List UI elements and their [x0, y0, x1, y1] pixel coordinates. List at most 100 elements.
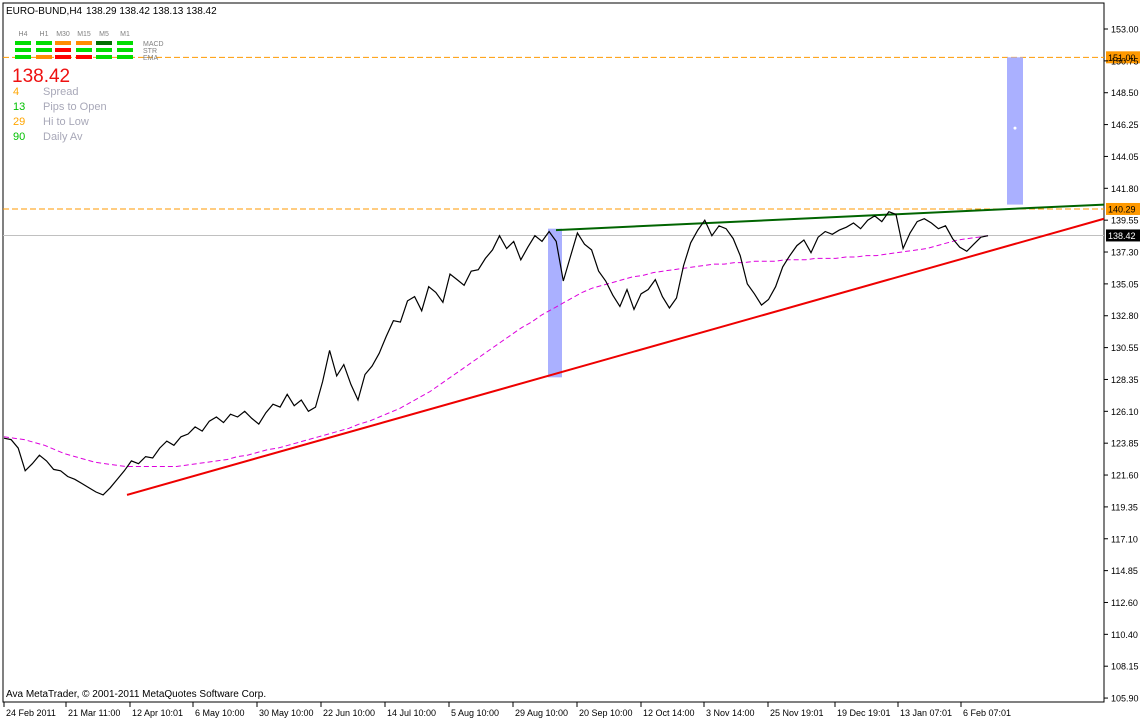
timeframe-label: M1 — [120, 31, 130, 38]
y-tick-label: 114.85 — [1111, 566, 1138, 576]
signal-cell — [36, 41, 52, 45]
signal-cell — [117, 48, 133, 52]
signal-cell — [96, 48, 112, 52]
measure-midpoint — [1013, 126, 1017, 130]
signal-cell — [117, 55, 133, 59]
plot-frame — [2, 2, 1105, 703]
stat-label: Pips to Open — [43, 101, 107, 113]
signal-cell — [76, 41, 92, 45]
measure-layer — [548, 57, 1023, 378]
y-tick-label: 110.40 — [1111, 630, 1138, 640]
series-layer — [3, 210, 989, 496]
signal-cell — [55, 48, 71, 52]
y-tick-label: 146.25 — [1111, 120, 1139, 130]
x-tick-label: 13 Jan 07:01 — [900, 708, 952, 718]
chart-symbol: EURO-BUND,H4 — [6, 6, 83, 17]
y-tick-label: 148.50 — [1111, 88, 1139, 98]
level-tag — [1106, 51, 1140, 64]
current-price-tag-label: 138.42 — [1108, 231, 1136, 241]
stat-value: 29 — [13, 116, 25, 128]
signal-cell — [76, 48, 92, 52]
x-tick-label: 24 Feb 2011 — [6, 708, 56, 718]
signal-cell — [15, 41, 31, 45]
moving-average-line — [3, 235, 989, 467]
level-layer: 151.00 140.29 138.42 — [3, 51, 1140, 242]
y-tick-label: 105.90 — [1111, 694, 1139, 704]
signal-cell — [96, 55, 112, 59]
y-tick-label: 128.35 — [1111, 375, 1139, 385]
stat-value: 4 — [13, 86, 19, 98]
stat-label: Hi to Low — [43, 116, 89, 128]
measure-bar-target — [1007, 57, 1023, 205]
y-tick-label: 141.80 — [1111, 184, 1139, 194]
copyright-text: Ava MetaTrader, © 2001-2011 MetaQuotes S… — [6, 689, 266, 700]
resistance-trendline — [555, 203, 1105, 232]
stat-label: Daily Av — [43, 131, 83, 143]
level-tag-label: 140.29 — [1108, 204, 1136, 214]
timeframe-label: M15 — [77, 31, 91, 38]
signal-cell — [76, 55, 92, 59]
indicator-label: EMA — [143, 55, 159, 62]
timeframe-label: M5 — [99, 31, 109, 38]
x-tick-label: 3 Nov 14:00 — [706, 708, 755, 718]
y-tick-label: 108.15 — [1111, 662, 1139, 672]
stat-label: Spread — [43, 86, 78, 98]
x-axis: 24 Feb 2011 21 Mar 11:00 12 Apr 10:01 6 May… — [3, 702, 1011, 718]
timeframe-label: H1 — [40, 31, 49, 38]
support-trendline — [126, 217, 1105, 496]
y-tick-label: 112.60 — [1111, 598, 1138, 608]
x-tick-label: 6 Feb 07:01 — [963, 708, 1011, 718]
current-price-tag — [1106, 229, 1140, 242]
x-tick-label: 6 May 10:00 — [195, 708, 245, 718]
x-tick-label: 19 Dec 19:01 — [837, 708, 891, 718]
y-tick-label: 132.80 — [1111, 311, 1139, 321]
y-tick-label: 117.10 — [1111, 534, 1138, 544]
y-tick-label: 144.05 — [1111, 152, 1139, 162]
y-tick-label: 123.85 — [1111, 439, 1139, 449]
trend-layer — [126, 203, 1105, 496]
x-tick-label: 22 Jun 10:00 — [323, 708, 375, 718]
y-tick-label: 137.30 — [1111, 248, 1139, 258]
y-tick-label: 139.55 — [1111, 216, 1139, 226]
x-tick-label: 12 Oct 14:00 — [643, 708, 695, 718]
x-tick-label: 5 Aug 10:00 — [451, 708, 499, 718]
stat-value: 90 — [13, 131, 25, 143]
price-line — [3, 210, 989, 496]
indicator-label: STR — [143, 48, 157, 55]
y-tick-label: 121.60 — [1111, 471, 1139, 481]
signal-cell — [36, 48, 52, 52]
signal-cell — [36, 55, 52, 59]
y-axis: 153.00 150.75 148.50 146.25 144.05 141.80 139.… — [1104, 25, 1139, 704]
measure-bar-pattern — [548, 228, 562, 378]
signal-cell — [55, 41, 71, 45]
y-tick-label: 135.05 — [1111, 279, 1139, 289]
level-tag-label: 151.00 — [1108, 53, 1136, 63]
signal-cell — [15, 48, 31, 52]
chart-ohlc: 138.29 138.42 138.13 138.42 — [86, 6, 217, 17]
signal-cell — [117, 41, 133, 45]
x-tick-label: 25 Nov 19:01 — [770, 708, 824, 718]
signal-cell — [55, 55, 71, 59]
x-tick-label: 20 Sep 10:00 — [579, 708, 633, 718]
y-tick-label: 119.35 — [1111, 502, 1138, 512]
current-price-big: 138.42 — [12, 66, 70, 87]
y-tick-label: 130.55 — [1111, 343, 1139, 353]
info-stats: 4 Spread 13 Pips to Open 29 Hi to Low 90 Daily … — [13, 86, 107, 143]
x-tick-label: 21 Mar 11:00 — [68, 708, 120, 718]
level-tag — [1106, 202, 1140, 215]
timeframe-label: M30 — [56, 31, 70, 38]
x-tick-label: 30 May 10:00 — [259, 708, 314, 718]
stat-value: 13 — [13, 101, 25, 113]
signal-cell — [15, 55, 31, 59]
timeframe-label: H4 — [19, 31, 28, 38]
y-tick-label: 153.00 — [1111, 25, 1139, 35]
x-tick-label: 12 Apr 10:01 — [132, 708, 183, 718]
y-tick-label: 126.10 — [1111, 407, 1139, 417]
x-tick-label: 29 Aug 10:00 — [515, 708, 568, 718]
indicator-label: MACD — [143, 41, 164, 48]
x-tick-label: 14 Jul 10:00 — [387, 708, 436, 718]
